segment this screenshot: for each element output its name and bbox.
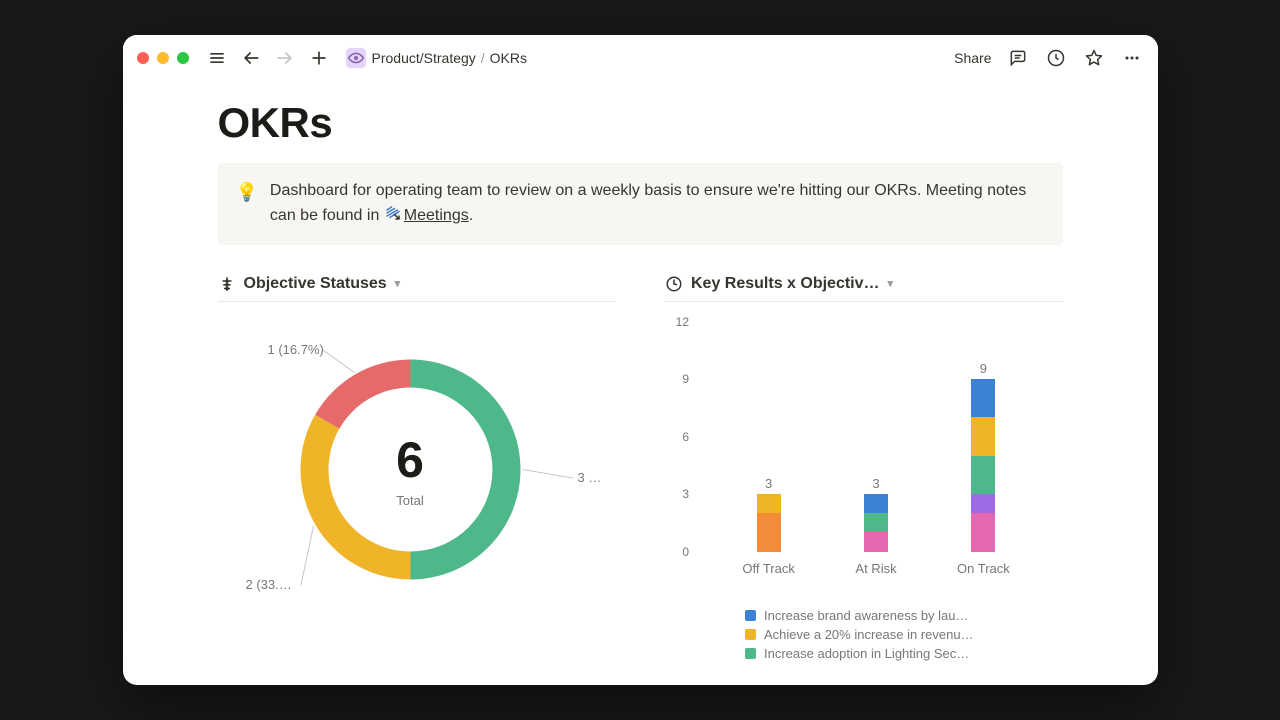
lightbulb-icon: 💡	[236, 179, 258, 229]
bar-segment	[971, 494, 995, 513]
comments-icon[interactable]	[1006, 46, 1030, 70]
breadcrumb-parent[interactable]: Product/Strategy	[372, 50, 476, 66]
y-tick-label: 12	[665, 315, 689, 329]
block-title: Key Results x Objectiv…	[691, 275, 880, 293]
block-header[interactable]: Objective Statuses ▾	[218, 275, 616, 302]
breadcrumb-current[interactable]: OKRs	[490, 50, 527, 66]
bar-value-label: 3	[765, 476, 772, 491]
bar-column	[971, 379, 995, 552]
block-title: Objective Statuses	[244, 275, 387, 293]
bar-column	[864, 494, 888, 552]
callout-text: Dashboard for operating team to review o…	[270, 179, 1045, 229]
page-eye-icon	[345, 47, 367, 69]
legend-item: Increase adoption in Lighting Sec…	[745, 646, 1063, 661]
bar-segment	[864, 494, 888, 513]
legend-swatch	[745, 629, 756, 640]
donut-segment-label: 2 (33.…	[246, 577, 292, 592]
callout: 💡 Dashboard for operating team to review…	[218, 163, 1063, 245]
bar-column	[757, 494, 781, 552]
back-button[interactable]	[239, 46, 263, 70]
bar-category-label: At Risk	[855, 561, 896, 576]
updates-icon[interactable]	[1044, 46, 1068, 70]
bar-category-label: Off Track	[742, 561, 795, 576]
meetings-page-icon	[384, 204, 402, 222]
page-title: OKRs	[218, 99, 1063, 147]
bar-segment	[971, 513, 995, 551]
close-dot[interactable]	[137, 52, 149, 64]
legend-swatch	[745, 648, 756, 659]
meetings-link[interactable]: Meetings	[404, 207, 469, 224]
app-window: Product/Strategy / OKRs Share OKRs 💡	[123, 35, 1158, 685]
y-tick-label: 3	[665, 487, 689, 501]
bar-segment	[971, 417, 995, 455]
menu-icon[interactable]	[205, 46, 229, 70]
window-traffic-lights	[137, 52, 189, 64]
new-page-button[interactable]	[307, 46, 331, 70]
bar-legend: Increase brand awareness by lau… Achieve …	[745, 608, 1063, 661]
forward-button[interactable]	[273, 46, 297, 70]
block-header[interactable]: Key Results x Objectiv… ▾	[665, 275, 1063, 302]
breadcrumb-sep: /	[481, 50, 485, 66]
page-content: OKRs 💡 Dashboard for operating team to r…	[123, 81, 1158, 685]
chevron-down-icon: ▾	[395, 277, 401, 290]
legend-label: Increase adoption in Lighting Sec…	[764, 646, 969, 661]
objective-statuses-block: Objective Statuses ▾ 6 Total 3 … 2 (33.… 1…	[218, 275, 616, 665]
legend-item: Increase brand awareness by lau…	[745, 608, 1063, 623]
breadcrumb: Product/Strategy / OKRs	[345, 47, 528, 69]
legend-label: Achieve a 20% increase in revenu…	[764, 627, 974, 642]
legend-item: Achieve a 20% increase in revenu…	[745, 627, 1063, 642]
bar-segment	[971, 379, 995, 417]
bar-value-label: 3	[872, 476, 879, 491]
legend-label: Increase brand awareness by lau…	[764, 608, 969, 623]
bar-segment	[757, 513, 781, 551]
maximize-dot[interactable]	[177, 52, 189, 64]
bar-category-label: On Track	[957, 561, 1010, 576]
bar-segment	[971, 456, 995, 494]
more-icon[interactable]	[1120, 46, 1144, 70]
donut-total-value: 6	[396, 431, 424, 489]
donut-segment-label: 3 …	[578, 470, 602, 485]
clock-icon	[665, 275, 683, 293]
key-results-block: Key Results x Objectiv… ▾ 0 3 6 9 12 Off Trac…	[665, 275, 1063, 665]
minimize-dot[interactable]	[157, 52, 169, 64]
bar-segment	[864, 513, 888, 532]
y-tick-label: 9	[665, 372, 689, 386]
legend-swatch	[745, 610, 756, 621]
y-tick-label: 0	[665, 545, 689, 559]
bar-segment	[757, 494, 781, 513]
bar-segment	[864, 532, 888, 551]
toolbar: Product/Strategy / OKRs Share	[123, 35, 1158, 81]
donut-segment-label: 1 (16.7%)	[268, 342, 324, 357]
chevron-down-icon: ▾	[888, 277, 894, 290]
donut-chart: 6 Total 3 … 2 (33.… 1 (16.7%)	[218, 322, 608, 622]
donut-total-label: Total	[396, 493, 423, 508]
bar-chart: 036912Off Track3At Risk3On Track9	[665, 322, 1055, 582]
favorite-icon[interactable]	[1082, 46, 1106, 70]
share-button[interactable]: Share	[954, 50, 991, 66]
y-tick-label: 6	[665, 430, 689, 444]
target-icon	[218, 275, 236, 293]
bar-value-label: 9	[980, 361, 987, 376]
